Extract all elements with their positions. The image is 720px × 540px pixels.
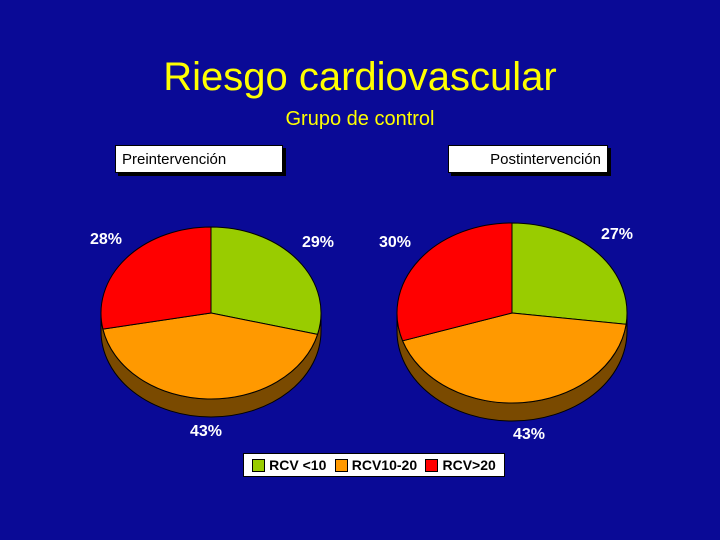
legend-item-low: RCV <10 — [252, 457, 326, 473]
pie-data-label: 28% — [90, 231, 122, 248]
pie-slice-2 — [100, 226, 212, 330]
chart-legend: RCV <10 RCV10-20 RCV>20 — [243, 453, 505, 477]
pie-slice-1 — [102, 312, 319, 400]
legend-label-mid: RCV10-20 — [351, 457, 418, 473]
slide-title: Riesgo cardiovascular — [163, 55, 557, 99]
pie-slice-0 — [210, 226, 322, 335]
pie-data-label: 29% — [302, 234, 334, 251]
pie-data-label: 30% — [379, 234, 411, 251]
legend-item-high: RCV>20 — [425, 457, 496, 473]
slide-subtitle: Grupo de control — [285, 108, 435, 130]
legend-swatch-low — [252, 458, 266, 472]
legend-swatch-high — [425, 458, 439, 472]
legend-swatch-mid — [334, 458, 348, 472]
pie-data-label: 27% — [601, 226, 633, 243]
pie-slice-2 — [396, 222, 513, 342]
pie-data-label: 43% — [190, 423, 222, 440]
pie-data-label: 43% — [513, 426, 545, 443]
pie-0: 29% 43% 28% — [90, 226, 334, 440]
pre-chart-title: Preintervención — [115, 145, 283, 173]
pie-slice-1 — [401, 312, 627, 404]
post-chart-title: Postintervención — [448, 145, 608, 173]
pie-slice-0 — [511, 222, 628, 325]
legend-label-low: RCV <10 — [269, 457, 327, 473]
legend-item-mid: RCV10-20 — [334, 457, 418, 473]
pie-1: 27% 43% 30% — [379, 222, 633, 443]
legend-label-high: RCV>20 — [442, 457, 496, 473]
